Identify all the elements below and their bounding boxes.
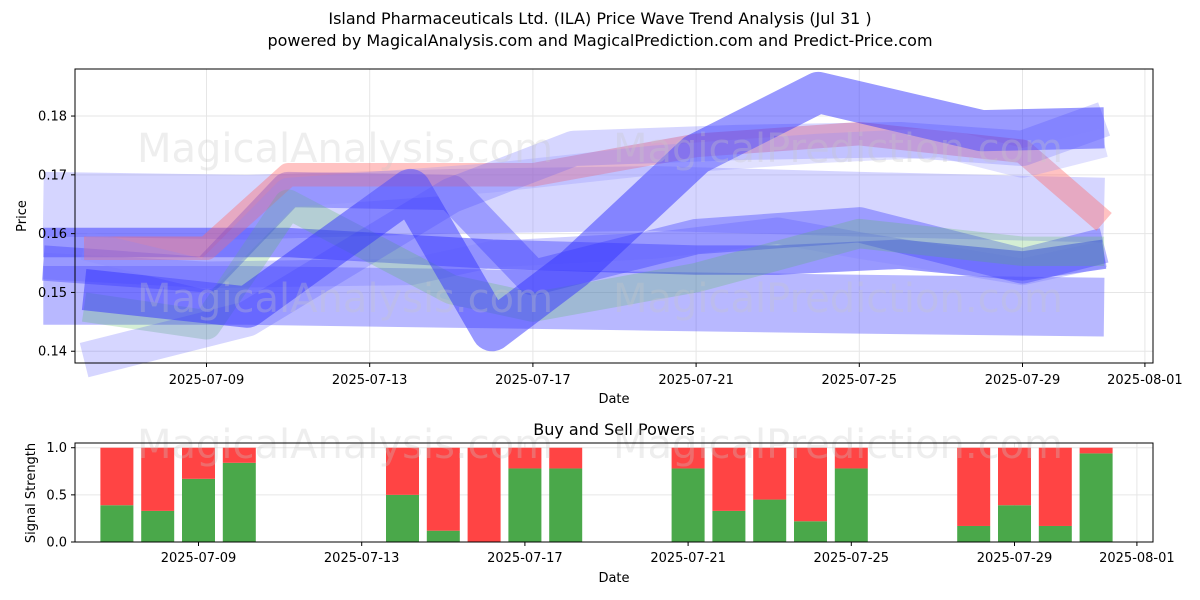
sell-bar bbox=[182, 447, 215, 479]
signal-x-tick-label: 2025-07-13 bbox=[324, 551, 400, 566]
buy-bar bbox=[222, 462, 256, 542]
signal-x-axis-label: Date bbox=[598, 571, 629, 586]
buy-bar bbox=[712, 510, 746, 542]
price-x-tick-label: 2025-07-13 bbox=[332, 373, 408, 388]
signal-bars bbox=[100, 447, 1113, 542]
wave-band-1 bbox=[42, 166, 1105, 243]
chart-subtitle: powered by MagicalAnalysis.com and Magic… bbox=[267, 31, 933, 50]
price-y-tick-label: 0.18 bbox=[38, 110, 67, 125]
sell-bar bbox=[671, 447, 705, 469]
chart-title: Island Pharmaceuticals Ltd. (ILA) Price … bbox=[328, 9, 872, 28]
sell-bar bbox=[753, 447, 787, 500]
sell-bar bbox=[508, 447, 542, 469]
buy-bar bbox=[549, 468, 583, 542]
signal-x-tick-label: 2025-07-25 bbox=[814, 551, 890, 566]
price-axis-ticks: 2025-07-09 2025-07-13 2025-07-17 2025-07-21… bbox=[38, 110, 1183, 388]
signal-panel-title: Buy and Sell Powers bbox=[533, 420, 695, 439]
signal-x-tick-label: 2025-07-09 bbox=[161, 551, 237, 566]
price-y-tick-label: 0.16 bbox=[38, 227, 67, 242]
price-panel: MagicalAnalysis.com MagicalPrediction.co… bbox=[15, 68, 1183, 407]
signal-y-axis-label: Signal Strength bbox=[24, 443, 39, 543]
signal-y-tick-label: 0.5 bbox=[46, 488, 67, 503]
price-x-tick-label: 2025-07-17 bbox=[495, 373, 571, 388]
signal-x-tick-label: 2025-07-29 bbox=[977, 551, 1053, 566]
price-wave-bands bbox=[42, 71, 1112, 378]
sell-bar bbox=[794, 447, 827, 522]
price-y-tick-label: 0.17 bbox=[38, 168, 67, 183]
watermark-analysis-bottom: MagicalAnalysis.com bbox=[137, 422, 553, 468]
sell-bar bbox=[141, 447, 175, 511]
price-y-tick-label: 0.14 bbox=[38, 345, 67, 360]
signal-axis-ticks: 2025-07-09 2025-07-13 2025-07-17 2025-07-21… bbox=[46, 441, 1174, 566]
price-y-tick-label: 0.15 bbox=[38, 286, 67, 301]
buy-bar bbox=[1079, 453, 1113, 542]
buy-bar bbox=[386, 494, 419, 542]
sell-bar bbox=[467, 447, 501, 542]
sell-bar bbox=[1038, 447, 1072, 526]
price-x-tick-label: 2025-07-09 bbox=[169, 373, 245, 388]
watermark-prediction-top: MagicalPrediction.com bbox=[613, 126, 1063, 172]
sell-bar bbox=[834, 447, 868, 469]
price-x-tick-label: 2025-07-29 bbox=[985, 373, 1061, 388]
wave-band-8 bbox=[81, 71, 1105, 352]
buy-bar bbox=[182, 478, 215, 542]
sell-bar bbox=[549, 447, 583, 469]
signal-x-tick-label: 2025-07-21 bbox=[650, 551, 726, 566]
price-x-tick-label: 2025-07-25 bbox=[822, 373, 898, 388]
buy-bar bbox=[1038, 525, 1072, 542]
buy-bar bbox=[426, 530, 460, 542]
buy-bar bbox=[671, 468, 705, 542]
sell-bar bbox=[100, 447, 134, 506]
price-y-axis-label: Price bbox=[15, 200, 30, 232]
signal-x-tick-label: 2025-08-01 bbox=[1099, 551, 1175, 566]
sell-bar bbox=[426, 447, 460, 531]
buy-bar bbox=[100, 505, 134, 542]
buy-bar bbox=[508, 468, 542, 542]
signal-y-tick-label: 1.0 bbox=[46, 441, 67, 456]
sell-bar bbox=[998, 447, 1031, 506]
buy-bar bbox=[141, 510, 175, 542]
price-x-tick-label: 2025-08-01 bbox=[1107, 373, 1183, 388]
wave-band-10 bbox=[80, 127, 1108, 290]
wave-band-9 bbox=[79, 102, 1111, 378]
signal-y-tick-label: 0.0 bbox=[46, 536, 67, 551]
signal-plot-frame bbox=[74, 442, 1154, 543]
buy-bar bbox=[794, 521, 827, 542]
price-plot-frame bbox=[74, 68, 1154, 364]
watermark-prediction-mid: MagicalPrediction.com bbox=[613, 276, 1063, 322]
signal-x-tick-label: 2025-07-17 bbox=[487, 551, 563, 566]
price-x-axis-label: Date bbox=[598, 392, 629, 407]
sell-bar bbox=[222, 447, 256, 463]
price-x-tick-label: 2025-07-21 bbox=[658, 373, 734, 388]
signal-panel: Buy and Sell Powers MagicalAnalysis.com … bbox=[24, 420, 1175, 586]
buy-bar bbox=[998, 505, 1031, 542]
watermark-analysis-mid: MagicalAnalysis.com bbox=[137, 276, 553, 322]
sell-bar bbox=[386, 447, 419, 495]
sell-bar bbox=[1079, 447, 1113, 454]
watermark-analysis-top: MagicalAnalysis.com bbox=[137, 126, 553, 172]
sell-bar bbox=[712, 447, 746, 511]
buy-bar bbox=[753, 499, 787, 542]
buy-bar bbox=[957, 525, 991, 542]
watermark-prediction-bottom: MagicalPrediction.com bbox=[613, 422, 1063, 468]
sell-bar bbox=[957, 447, 991, 526]
buy-bar bbox=[834, 468, 868, 542]
